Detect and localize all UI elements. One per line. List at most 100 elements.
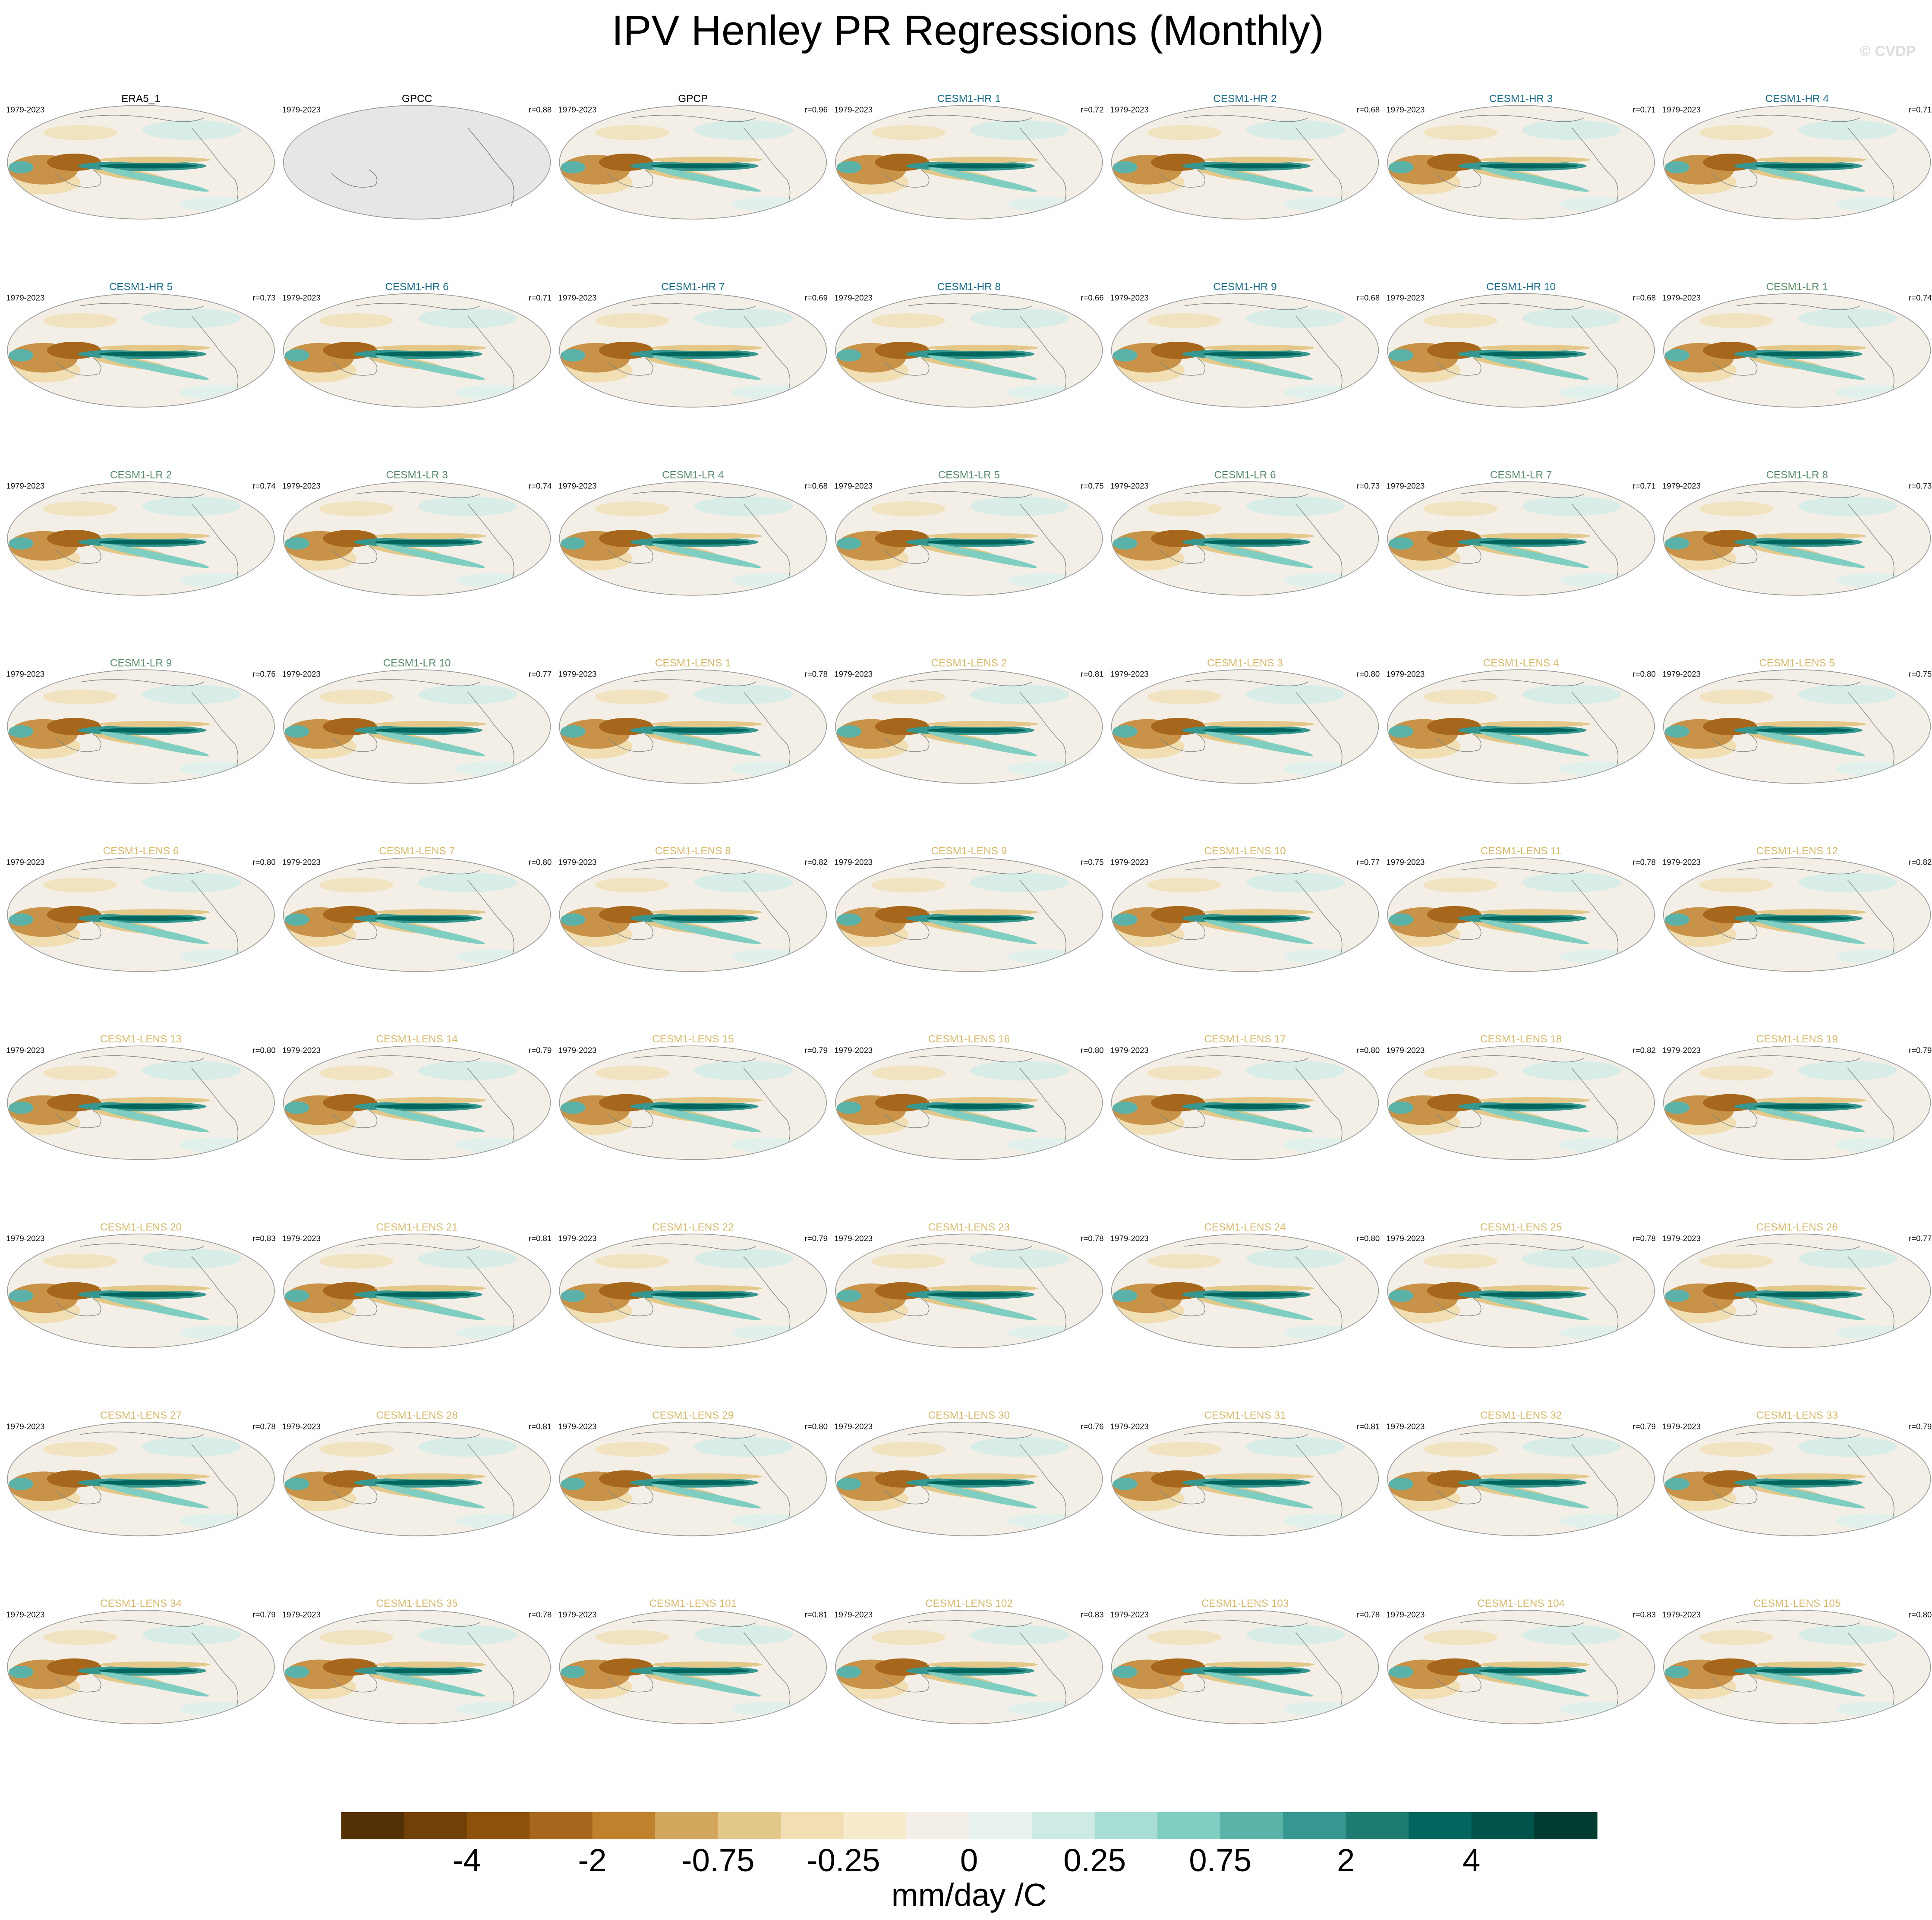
panel-period: 1979-2023 [1662,857,1701,866]
panel-period: 1979-2023 [282,1045,321,1054]
panel-title: CESM1-HR 1 [937,93,1001,104]
panel-title: CESM1-HR 6 [385,281,448,293]
panel-correlation: r=0.68 [1633,293,1656,302]
map-panel: CESM1-LR 10 1979-2023 r=0.77 [282,657,552,783]
colorbar-swatch [466,1812,530,1839]
map [1662,1234,1932,1348]
map [6,858,275,972]
panel-period: 1979-2023 [1662,1422,1701,1431]
map-panel: CESM1-LR 9 1979-2023 r=0.76 [6,657,275,783]
panel-correlation: r=0.75 [1909,670,1932,679]
panel-correlation: r=0.66 [1081,293,1103,302]
map-panel: CESM1-LENS 32 1979-2023 r=0.79 [1386,1410,1655,1536]
colorbar-tick-label: 0.25 [1063,1842,1126,1878]
panel-correlation: r=0.73 [1357,482,1380,491]
map [1662,482,1932,595]
panel-period: 1979-2023 [558,482,597,491]
colorbar-swatch [1346,1812,1409,1839]
map-panel: CESM1-LENS 31 1979-2023 r=0.81 [1110,1410,1380,1536]
panel-title: CESM1-LR 10 [383,657,451,669]
colorbar-tick-label: 0 [960,1842,978,1878]
panel-title: CESM1-HR 4 [1765,93,1829,104]
panel-period: 1979-2023 [6,1610,44,1619]
map-panel: CESM1-LENS 27 1979-2023 r=0.78 [6,1410,275,1536]
panel-title: CESM1-LR 9 [110,657,172,669]
panel-period: 1979-2023 [834,1234,873,1243]
panel-title: CESM1-LENS 29 [652,1410,734,1421]
map [834,293,1103,407]
panel-correlation: r=0.80 [1357,1045,1380,1054]
map [6,482,275,595]
panel-correlation: r=0.80 [1909,1610,1932,1619]
map [558,1046,828,1160]
panel-title: CESM1-LENS 8 [655,845,731,857]
colorbar-swatch [529,1812,593,1839]
map [282,1610,552,1724]
panel-title: CESM1-LENS 21 [376,1221,458,1233]
colorbar-swatch [404,1812,467,1839]
map [558,1610,828,1724]
panel-period: 1979-2023 [558,670,597,679]
colorbar-swatch [1534,1812,1598,1839]
colorbar-swatch [655,1812,719,1839]
map [6,1422,275,1536]
panel-title: CESM1-LENS 14 [376,1033,458,1045]
map [834,670,1103,784]
panel-correlation: r=0.76 [1081,1422,1103,1431]
map [282,1046,552,1160]
colorbar-swatch [1032,1812,1095,1839]
panel-title: CESM1-LR 2 [110,469,172,481]
panel-title: CESM1-LENS 2 [931,657,1007,669]
panel-title: CESM1-LENS 30 [928,1410,1010,1421]
map [1662,293,1932,407]
map-panel: CESM1-LENS 34 1979-2023 r=0.79 [6,1598,275,1724]
panel-title: CESM1-LENS 28 [376,1410,458,1421]
panel-correlation: r=0.79 [529,1045,552,1054]
map [558,293,828,407]
panel-correlation: r=0.88 [529,105,552,114]
map [834,1422,1103,1536]
panel-title: CESM1-LENS 6 [103,845,179,857]
map-panel: CESM1-LENS 19 1979-2023 r=0.79 [1662,1033,1932,1159]
panel-title: CESM1-HR 8 [937,281,1001,293]
panel-correlation: r=0.78 [1081,1234,1103,1243]
map [1110,482,1380,595]
map [6,1234,275,1348]
map-panel: CESM1-LENS 20 1979-2023 r=0.83 [6,1221,275,1347]
panel-correlation: r=0.77 [529,670,552,679]
map-panel: CESM1-LENS 5 1979-2023 r=0.75 [1662,657,1932,783]
map-panel: CESM1-LENS 104 1979-2023 r=0.83 [1386,1598,1655,1724]
map-panel: CESM1-LENS 16 1979-2023 r=0.80 [834,1033,1103,1159]
panel-period: 1979-2023 [1386,857,1425,866]
panel-correlation: r=0.73 [1909,482,1932,491]
panel-correlation: r=0.71 [529,293,552,302]
map-panel: CESM1-LENS 25 1979-2023 r=0.78 [1386,1221,1655,1347]
panel-period: 1979-2023 [1386,1045,1425,1054]
panel-correlation: r=0.69 [805,293,828,302]
map [282,293,552,407]
colorbar-swatch [781,1812,844,1839]
panel-correlation: r=0.79 [1633,1422,1656,1431]
map-panel: CESM1-LENS 105 1979-2023 r=0.80 [1662,1598,1932,1724]
panel-correlation: r=0.76 [252,670,275,679]
map [282,1234,552,1348]
map-panel: CESM1-LENS 30 1979-2023 r=0.76 [834,1410,1103,1536]
panel-title: CESM1-HR 7 [661,281,725,293]
map [1110,858,1380,972]
panel-correlation: r=0.83 [252,1234,275,1243]
colorbar-tick-label: -2 [578,1842,606,1878]
panel-correlation: r=0.81 [805,1610,828,1619]
map-panel: CESM1-LENS 6 1979-2023 r=0.80 [6,845,275,971]
colorbar-tick-label: 4 [1462,1842,1480,1878]
panel-period: 1979-2023 [558,1234,597,1243]
map [558,105,828,219]
panel-title: CESM1-LENS 17 [1204,1033,1286,1045]
panel-period: 1979-2023 [1110,482,1149,491]
panel-correlation: r=0.71 [1633,482,1656,491]
map-panel: CESM1-LENS 1 1979-2023 r=0.78 [558,657,828,783]
map [6,1046,275,1160]
panel-correlation: r=0.78 [529,1610,552,1619]
map [282,670,552,784]
map-panel: CESM1-LENS 17 1979-2023 r=0.80 [1110,1033,1380,1159]
